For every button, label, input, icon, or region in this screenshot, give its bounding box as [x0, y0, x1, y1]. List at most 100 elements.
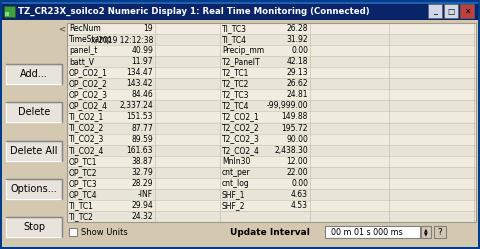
Bar: [67, 145, 476, 156]
Bar: [67, 23, 476, 222]
Text: SHF_1: SHF_1: [222, 190, 245, 199]
Text: T2_TC2: T2_TC2: [222, 79, 250, 88]
Bar: [6, 217, 62, 237]
Text: Options...: Options...: [11, 184, 58, 194]
Text: <: <: [58, 24, 65, 33]
Text: OP_TC4: OP_TC4: [69, 190, 97, 199]
Text: TI_CO2_3: TI_CO2_3: [69, 134, 104, 144]
Bar: [67, 178, 476, 189]
Text: ?: ?: [438, 228, 443, 237]
Text: 89.59: 89.59: [131, 134, 153, 144]
Bar: [67, 56, 476, 67]
Bar: [67, 189, 476, 200]
Text: 143.42: 143.42: [127, 79, 153, 88]
Text: RecNum: RecNum: [69, 24, 101, 33]
Text: 42.18: 42.18: [287, 57, 308, 66]
Text: 12.00: 12.00: [287, 157, 308, 166]
Text: TI_TC3: TI_TC3: [222, 24, 247, 33]
Text: TI_CO2_2: TI_CO2_2: [69, 124, 104, 132]
Bar: [67, 23, 476, 222]
Bar: [6, 141, 62, 161]
Text: batt_V: batt_V: [69, 57, 94, 66]
Text: Show Units: Show Units: [81, 228, 128, 237]
Text: TimeStamp: TimeStamp: [69, 35, 112, 44]
Text: 161.63: 161.63: [127, 146, 153, 155]
Text: OP_TC2: OP_TC2: [69, 168, 97, 177]
Bar: [428, 4, 442, 18]
Text: T2_CO2_3: T2_CO2_3: [222, 134, 260, 144]
Text: -99,999.00: -99,999.00: [266, 101, 308, 110]
Text: 19: 19: [144, 24, 153, 33]
Bar: [67, 211, 476, 222]
Text: T2_TC4: T2_TC4: [222, 101, 250, 110]
Bar: [67, 123, 476, 133]
Text: ▲: ▲: [424, 228, 428, 233]
Text: 26.62: 26.62: [287, 79, 308, 88]
Text: T2_CO2_4: T2_CO2_4: [222, 146, 260, 155]
Text: T2_TC1: T2_TC1: [222, 68, 250, 77]
Text: 4.53: 4.53: [291, 201, 308, 210]
Bar: [6, 102, 62, 122]
Bar: [67, 23, 476, 34]
Text: 29.13: 29.13: [287, 68, 308, 77]
Text: TI_TC2: TI_TC2: [69, 212, 94, 221]
Text: cnt_per: cnt_per: [222, 168, 251, 177]
Text: Update Interval: Update Interval: [230, 228, 310, 237]
Text: 151.53: 151.53: [127, 113, 153, 122]
Text: T2_PanelT: T2_PanelT: [222, 57, 261, 66]
Bar: [444, 4, 458, 18]
Text: 28.29: 28.29: [132, 179, 153, 188]
Text: 2,337.24: 2,337.24: [119, 101, 153, 110]
Bar: [69, 228, 77, 236]
Text: 26.28: 26.28: [287, 24, 308, 33]
Text: x/2019 12:12:38: x/2019 12:12:38: [91, 35, 153, 44]
Bar: [434, 226, 446, 238]
Text: OP_CO2_2: OP_CO2_2: [69, 79, 108, 88]
Text: 134.47: 134.47: [126, 68, 153, 77]
Text: 24.32: 24.32: [132, 212, 153, 221]
Text: 4.63: 4.63: [291, 190, 308, 199]
Bar: [67, 67, 476, 78]
Bar: [67, 133, 476, 145]
Text: 0.00: 0.00: [291, 179, 308, 188]
Bar: [67, 112, 476, 123]
Text: Stop: Stop: [23, 222, 45, 232]
Bar: [2, 2, 478, 20]
Text: Mnln30: Mnln30: [222, 157, 251, 166]
Bar: [2, 2, 478, 4]
Text: OP_CO2_1: OP_CO2_1: [69, 68, 108, 77]
Bar: [460, 4, 474, 18]
Text: 32.79: 32.79: [131, 168, 153, 177]
Bar: [5, 12, 9, 16]
Bar: [4, 6, 15, 17]
Text: SHF_2: SHF_2: [222, 201, 245, 210]
Text: TI_TC4: TI_TC4: [222, 35, 247, 44]
Text: 84.46: 84.46: [131, 90, 153, 99]
Text: 149.88: 149.88: [282, 113, 308, 122]
Bar: [421, 226, 431, 238]
Text: OP_CO2_4: OP_CO2_4: [69, 101, 108, 110]
Bar: [67, 45, 476, 56]
Text: OP_TC3: OP_TC3: [69, 179, 97, 188]
Text: TI_TC1: TI_TC1: [69, 201, 94, 210]
Bar: [67, 156, 476, 167]
Text: T2_TC3: T2_TC3: [222, 90, 250, 99]
Text: 90.00: 90.00: [286, 134, 308, 144]
Text: 31.92: 31.92: [287, 35, 308, 44]
Text: T2_CO2_2: T2_CO2_2: [222, 124, 260, 132]
Text: 2,438.30: 2,438.30: [274, 146, 308, 155]
Text: TI_CO2_1: TI_CO2_1: [69, 113, 104, 122]
Text: _: _: [433, 6, 437, 15]
Bar: [6, 179, 62, 199]
Text: 00 m 01 s 000 ms: 00 m 01 s 000 ms: [331, 228, 402, 237]
Bar: [67, 167, 476, 178]
Text: 38.87: 38.87: [132, 157, 153, 166]
Bar: [67, 200, 476, 211]
Text: 22.00: 22.00: [287, 168, 308, 177]
Text: 24.81: 24.81: [287, 90, 308, 99]
Text: OP_TC1: OP_TC1: [69, 157, 97, 166]
Text: T2_CO2_1: T2_CO2_1: [222, 113, 260, 122]
Text: TZ_CR23X_soilco2 Numeric Display 1: Real Time Monitoring (Connected): TZ_CR23X_soilco2 Numeric Display 1: Real…: [18, 6, 370, 16]
Bar: [325, 226, 420, 238]
Text: OP_CO2_3: OP_CO2_3: [69, 90, 108, 99]
